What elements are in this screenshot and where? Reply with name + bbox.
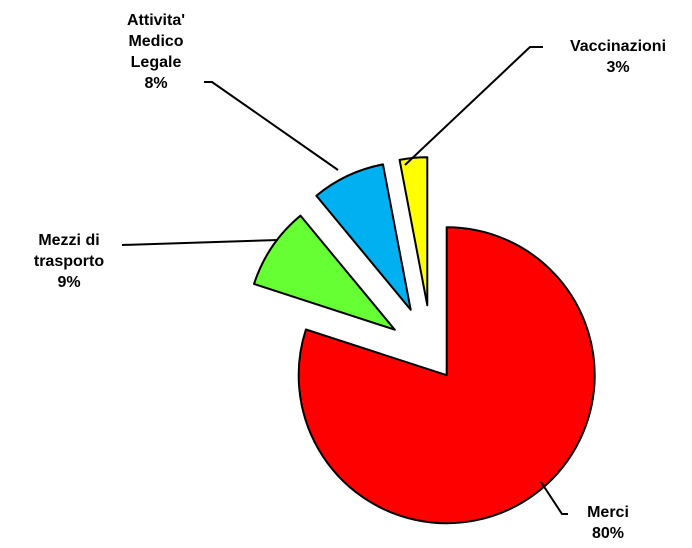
category-label: Merci xyxy=(587,504,629,521)
category-label: Attivita' Medico Legale xyxy=(126,12,186,71)
leader-line xyxy=(540,481,568,515)
pie-slice xyxy=(315,163,412,311)
value-label: 3% xyxy=(606,59,630,76)
slice-label: Mezzi di trasporto 9% xyxy=(14,230,124,293)
category-label: Vaccinazioni xyxy=(569,38,667,55)
leader-line xyxy=(121,239,279,246)
value-label: 8% xyxy=(144,75,168,92)
slice-label: Merci 80% xyxy=(568,502,648,544)
pie-slice xyxy=(297,226,596,525)
pie-slice xyxy=(253,214,396,331)
leader-line xyxy=(404,46,543,166)
leader-lines xyxy=(121,46,568,515)
slice-label: Attivita' Medico Legale 8% xyxy=(110,10,202,94)
slices xyxy=(253,156,596,525)
category-label: Mezzi di trasporto xyxy=(33,232,105,270)
value-label: 9% xyxy=(57,274,81,291)
value-label: 80% xyxy=(591,525,625,542)
leader-line xyxy=(204,81,339,171)
slice-label: Vaccinazioni 3% xyxy=(543,36,692,78)
